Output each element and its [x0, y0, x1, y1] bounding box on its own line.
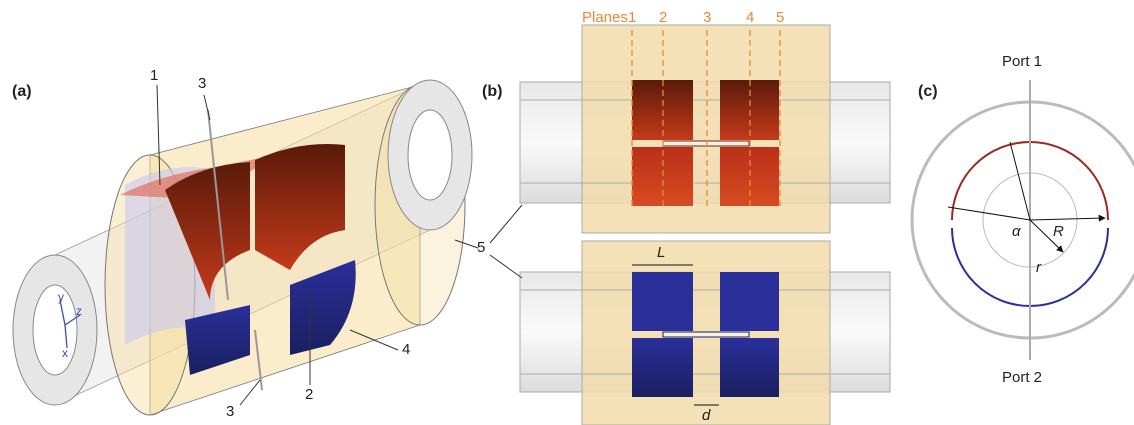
plane-number: 5 — [776, 9, 784, 26]
callout: 5 — [477, 239, 485, 256]
axis-label: z — [76, 304, 82, 318]
callout: 3 — [226, 403, 234, 420]
outer-circle — [912, 102, 1134, 338]
panel-label: (b) — [482, 83, 502, 100]
dimension-label: L — [657, 244, 665, 261]
callout: 1 — [150, 67, 158, 84]
blue-patch — [632, 272, 693, 331]
gap-line — [663, 141, 749, 146]
leader — [490, 205, 522, 243]
panel-c: (c) Port 1 Port 2 α R r — [912, 53, 1134, 386]
symbol: α — [1012, 223, 1021, 240]
symbol: r — [1036, 259, 1042, 276]
panel-b: (b) Planes 1 2 3 4 5 L d — [482, 9, 890, 425]
dimension-label: d — [702, 407, 711, 424]
axis-label: x — [62, 346, 68, 360]
planes-title: Planes — [582, 9, 628, 26]
blue-patch — [720, 272, 779, 331]
callout: 3 — [198, 75, 206, 92]
blue-patch — [720, 338, 779, 397]
symbol: R — [1053, 223, 1064, 240]
gap-line — [663, 332, 749, 337]
callout: 2 — [305, 386, 313, 403]
tube-bore — [33, 285, 77, 375]
axis-label: y — [58, 290, 64, 304]
panel-label: (c) — [918, 83, 938, 100]
port-label: Port 2 — [1002, 369, 1042, 386]
angle-line — [1010, 142, 1030, 220]
blue-patch — [632, 338, 693, 397]
angle-line — [948, 207, 1030, 220]
plane-number: 1 — [628, 9, 636, 26]
cylinder-top — [582, 25, 830, 233]
port-label: Port 1 — [1002, 53, 1042, 70]
callout: 4 — [402, 341, 410, 358]
panel-label: (a) — [12, 83, 32, 100]
plane-number: 3 — [703, 9, 711, 26]
tube-bore — [408, 110, 452, 200]
plane-number: 2 — [659, 9, 667, 26]
radius-arrow — [1030, 218, 1105, 220]
plane-number: 4 — [746, 9, 754, 26]
panel-a: (a) 1 3 5 4 2 3 y z x — [12, 67, 485, 420]
leader — [490, 255, 522, 278]
figure: (a) 1 3 5 4 2 3 y z x — [0, 0, 1134, 425]
leader-line — [204, 95, 210, 120]
